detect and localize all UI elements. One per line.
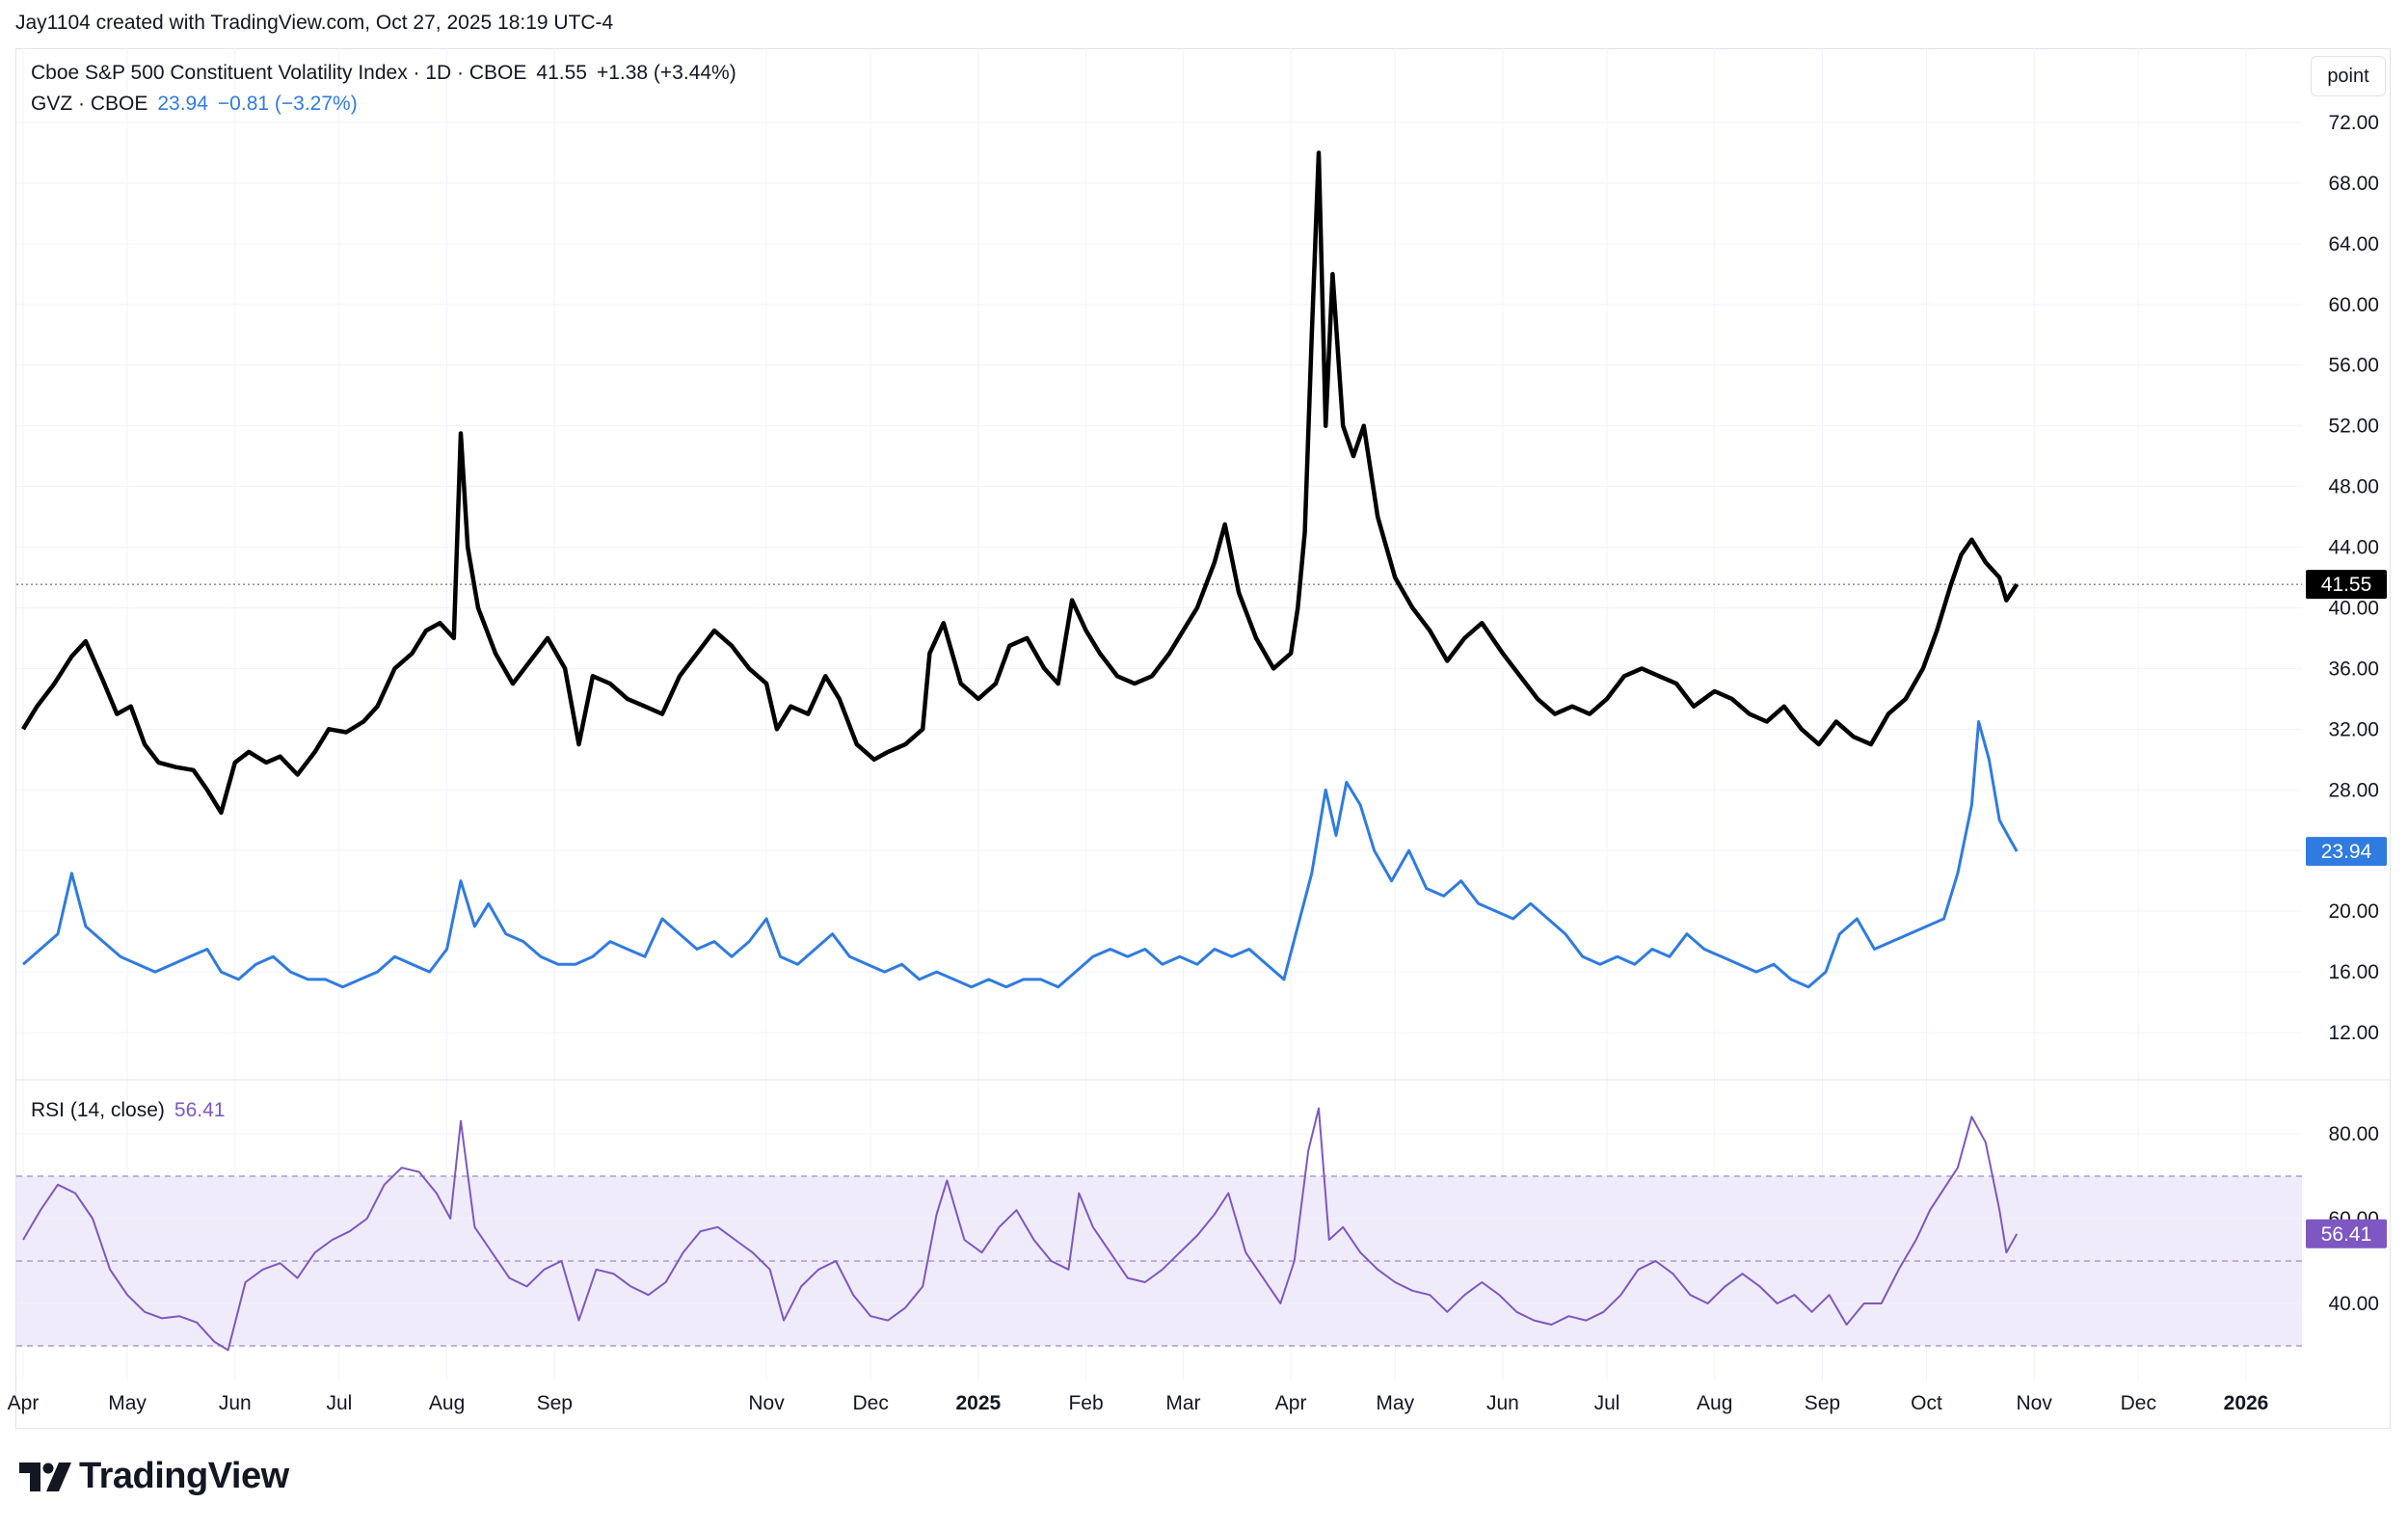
time-axis-label: Apr (1275, 1392, 1307, 1414)
price-tick-label: 20.00 (2328, 900, 2379, 923)
rsi-last-value-tag-bg (2306, 1219, 2387, 1248)
time-axis-label: Jun (1486, 1392, 1519, 1414)
legend-main-name: Cboe S&P 500 Constituent Volatility Inde… (31, 62, 527, 84)
rsi-tick-label: 80.00 (2328, 1123, 2379, 1145)
rsi-last-value-tag: 56.41 (2321, 1223, 2372, 1246)
price-tick-label: 12.00 (2328, 1022, 2379, 1044)
legend-main-change: +1.38 (+3.44%) (596, 62, 736, 84)
time-axis-label: Jul (1594, 1392, 1620, 1414)
time-axis-label: Jul (326, 1392, 352, 1414)
price-tick-label: 68.00 (2328, 173, 2379, 195)
time-axis-label: Nov (2017, 1392, 2053, 1414)
price-tick-label: 64.00 (2328, 233, 2379, 255)
time-axis-label: Aug (1697, 1392, 1732, 1414)
main-last-value-tag: 41.55 (2321, 574, 2372, 596)
time-axis-label: Sep (1805, 1392, 1840, 1414)
time-axis-label: May (1376, 1392, 1414, 1414)
gvz-series-line (22, 720, 2019, 989)
main-series-line (21, 150, 2020, 816)
time-axis-label: Apr (8, 1392, 40, 1414)
legend-main[interactable]: Cboe S&P 500 Constituent Volatility Inde… (31, 62, 746, 85)
gvz-last-value-tag: 23.94 (2321, 841, 2372, 863)
legend-main-last: 41.55 (536, 62, 587, 84)
price-tick-label: 72.00 (2328, 112, 2379, 134)
price-tick-label: 60.00 (2328, 294, 2379, 316)
rsi-series-line (22, 1107, 2019, 1352)
time-axis-label: Oct (1911, 1392, 1942, 1414)
time-axis-label: May (108, 1392, 147, 1414)
tradingview-logo-icon (19, 1462, 71, 1491)
price-tick-label: 48.00 (2328, 476, 2379, 498)
time-axis-label: 2025 (956, 1392, 1002, 1414)
price-unit-button[interactable]: point (2311, 56, 2386, 96)
rsi-band (16, 1176, 2302, 1346)
price-tick-label: 56.00 (2328, 355, 2379, 377)
legend-rsi-last: 56.41 (174, 1099, 226, 1121)
legend-gvz-name: GVZ · CBOE (31, 93, 148, 115)
price-tick-label: 44.00 (2328, 537, 2379, 559)
tradingview-logo[interactable]: TradingView (19, 1456, 289, 1497)
price-tick-label: 52.00 (2328, 416, 2379, 438)
legend-gvz-change: −0.81 (−3.27%) (217, 93, 358, 115)
price-tick-label: 40.00 (2328, 597, 2379, 619)
legend-gvz[interactable]: GVZ · CBOE 23.94 −0.81 (−3.27%) (31, 93, 367, 116)
chart-frame (15, 48, 2391, 1429)
time-axis-label: Jun (219, 1392, 252, 1414)
time-axis-label: Dec (2121, 1392, 2156, 1414)
main-last-value-tag-bg (2306, 570, 2387, 600)
legend-gvz-last: 23.94 (157, 93, 208, 115)
time-axis-label: 2026 (2224, 1392, 2269, 1414)
price-tick-label: 36.00 (2328, 658, 2379, 680)
legend-rsi-name: RSI (14, close) (31, 1099, 165, 1121)
legend-rsi[interactable]: RSI (14, close) 56.41 (31, 1099, 234, 1122)
time-axis-label: Sep (537, 1392, 573, 1414)
gvz-last-value-tag-bg (2306, 837, 2387, 867)
rsi-tick-label: 40.00 (2328, 1293, 2379, 1315)
time-axis-label: Mar (1165, 1392, 1200, 1414)
price-tick-label: 32.00 (2328, 718, 2379, 740)
time-axis-label: Aug (429, 1392, 465, 1414)
time-axis-label: Nov (748, 1392, 785, 1414)
tradingview-wordmark: TradingView (79, 1456, 289, 1496)
time-axis-label: Dec (852, 1392, 888, 1414)
chart-credit: Jay1104 created with TradingView.com, Oc… (15, 12, 614, 34)
time-axis-label: Feb (1068, 1392, 1103, 1414)
price-tick-label: 16.00 (2328, 961, 2379, 983)
price-tick-label: 28.00 (2328, 779, 2379, 801)
